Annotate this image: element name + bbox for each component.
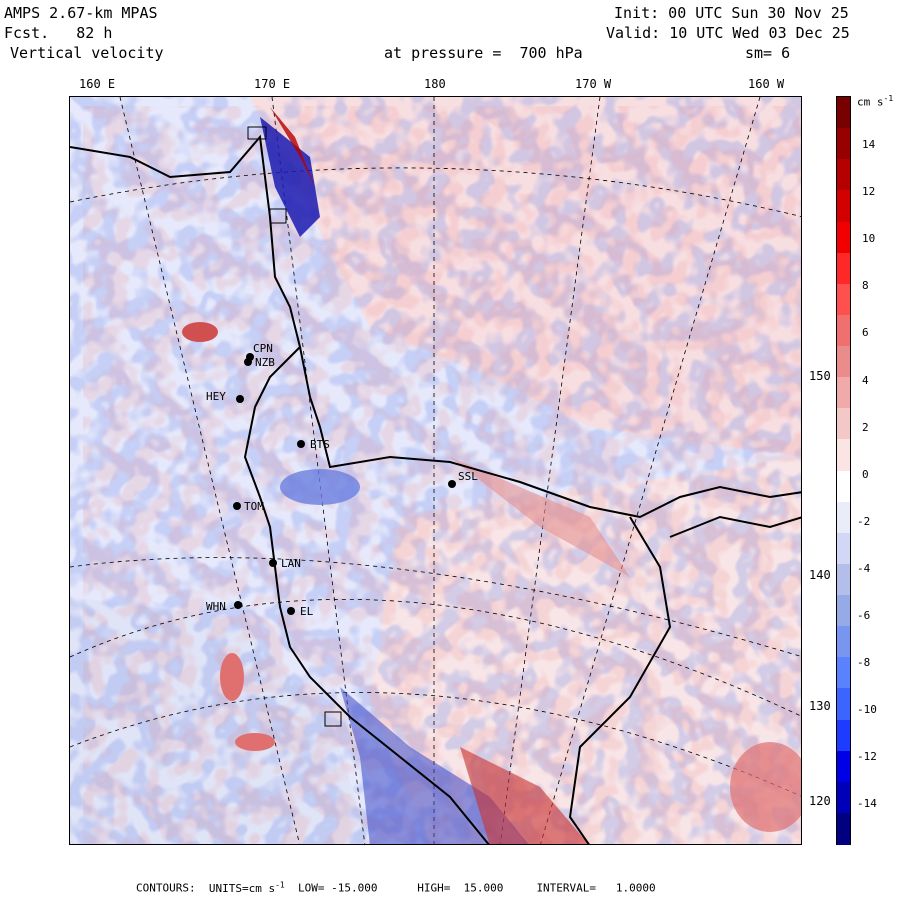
colorbar-segment	[837, 377, 850, 409]
pressure-level: at pressure = 700 hPa	[384, 44, 583, 62]
colorbar-segment	[837, 563, 850, 596]
station-dot-cpn	[246, 353, 254, 361]
station-dot-el	[287, 607, 295, 615]
colorbar-tick-label: 2	[862, 420, 869, 434]
colorbar-segment	[837, 470, 850, 503]
station-label-nzb: NZB	[255, 356, 275, 369]
station-dot-tom	[233, 502, 241, 510]
station-label-lan: LAN	[281, 557, 301, 570]
station-dot-hey	[236, 395, 244, 403]
colorbar-segment	[837, 657, 850, 689]
colorbar-tick-label: -10	[857, 703, 877, 717]
colorbar-tick-label: -12	[857, 750, 877, 764]
lon-label-160w: 160 W	[748, 77, 785, 91]
colorbar-segment	[837, 190, 850, 222]
colorbar-segment	[837, 346, 850, 378]
meridian-160e	[119, 97, 300, 844]
colorbar-segment	[837, 781, 850, 814]
meridian-170w	[499, 97, 601, 844]
station-dot-lan	[269, 559, 277, 567]
colorbar-segment	[837, 626, 850, 658]
high-value: HIGH= 15.000	[417, 881, 504, 895]
init-time: Init: 00 UTC Sun 30 Nov 25	[614, 4, 849, 22]
vertical-velocity-map	[69, 96, 802, 845]
colorbar-tick-label: 12	[862, 185, 876, 199]
updraft-blob-3	[235, 733, 275, 751]
parallel-3	[70, 599, 801, 717]
station-label-bts: BTS	[310, 438, 330, 451]
lon-label-160e: 160 E	[79, 77, 116, 91]
parallel-1	[70, 167, 801, 217]
forecast-hour: Fcst. 82 h	[4, 24, 113, 42]
colorbar-tick-label: -6	[857, 609, 871, 622]
station-label-ssl: SSL	[458, 470, 478, 483]
parallel-2	[70, 557, 801, 657]
station-dot-bts	[297, 440, 305, 448]
interval-value: INTERVAL= 1.0000	[536, 881, 656, 895]
station-dot-ssl	[448, 480, 456, 488]
colorbar-tick-label: 8	[862, 279, 869, 293]
station-dot-whn	[234, 601, 242, 609]
colorbar	[836, 96, 851, 845]
intense-features	[182, 107, 801, 844]
station-dot-nzb	[244, 358, 252, 366]
units-label: UNITS=cm s-1	[208, 880, 285, 895]
station-label-whn: WHN	[206, 600, 226, 613]
lon-label-170e: 170 E	[254, 77, 291, 91]
lon-label-170w: 170 W	[575, 77, 612, 91]
updraft-blob-1	[182, 322, 218, 342]
colorbar-segment	[837, 688, 850, 720]
low-value: LOW= -15.000	[297, 881, 378, 895]
colorbar-tick-label: -8	[857, 656, 871, 670]
strong-downdraft-north	[260, 117, 320, 237]
station-label-el: EL	[300, 605, 314, 618]
station-label-tom: TOM	[244, 500, 264, 513]
colorbar-tick-label: 4	[862, 373, 869, 387]
smoothing-label: sm= 6	[745, 44, 791, 62]
colorbar-segment	[837, 221, 850, 254]
colorbar-tick-label: 14	[862, 138, 876, 151]
colorbar-segment	[837, 532, 850, 565]
colorbar-tick-label: -4	[857, 561, 871, 575]
updraft-southeast	[730, 742, 801, 832]
model-title: AMPS 2.67-km MPAS	[4, 4, 158, 22]
colorbar-segment	[837, 97, 850, 129]
contours-label: CONTOURS:	[136, 881, 196, 895]
colorbar-tick-label: -14	[857, 797, 877, 811]
valid-time: Valid: 10 UTC Wed 03 Dec 25	[606, 24, 850, 42]
colorbar-segment	[837, 750, 850, 783]
coastline	[70, 134, 801, 844]
field-name: Vertical velocity	[10, 44, 164, 62]
updraft-streak	[450, 457, 630, 577]
parallel-4	[70, 692, 801, 797]
colorbar-segment	[837, 283, 850, 316]
colorbar-segment	[837, 595, 850, 627]
noise-red	[83, 106, 801, 844]
station-label-cpn: CPN	[253, 342, 273, 355]
updraft-coast-south	[460, 747, 589, 844]
model-boxes	[247, 126, 342, 727]
updraft-blob-2	[220, 653, 244, 701]
colorbar-segment	[837, 812, 850, 845]
downdraft-center	[280, 469, 360, 505]
station-label-hey: HEY	[206, 390, 226, 403]
colorbar-segment	[837, 439, 850, 471]
colorbar-segment	[837, 159, 850, 191]
colorbar-segment	[837, 128, 850, 160]
colorbar-tick-label: -2	[857, 514, 871, 528]
colorbar-segment	[837, 408, 850, 440]
meridian-160w	[540, 97, 761, 844]
contour-info: CONTOURS: UNITS=cm s-1 LOW= -15.000 HIGH…	[136, 880, 656, 895]
colorbar-tick-label: 10	[862, 232, 876, 246]
colorbar-segment	[837, 501, 850, 534]
lon-label-180: 180	[424, 77, 446, 91]
colorbar-units: cm s-1	[857, 94, 894, 109]
colorbar-segment	[837, 314, 850, 347]
colorbar-segment	[837, 719, 850, 752]
colorbar-segment	[837, 252, 850, 285]
colorbar-tick-label: 0	[862, 467, 869, 481]
colorbar-tick-label: 6	[862, 326, 869, 340]
